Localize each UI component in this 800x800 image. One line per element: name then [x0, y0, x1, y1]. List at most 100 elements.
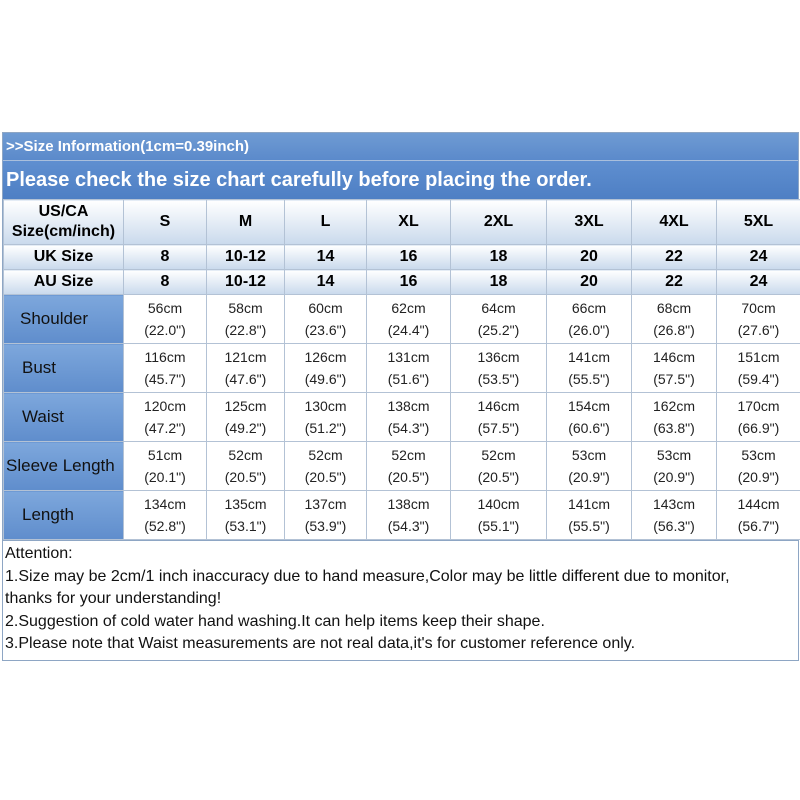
measurement-inch: (20.5"): [224, 469, 267, 485]
measurement-cell: 53cm (20.9"): [716, 441, 800, 491]
measurement-cell: 170cm (66.9"): [716, 392, 800, 442]
size-row-label-line: Size(cm/inch): [11, 223, 116, 240]
size-row-label-line: AU Size: [33, 273, 94, 290]
measurement-cm: 134cm: [143, 496, 187, 512]
measurement-inch: (55.5"): [568, 518, 610, 534]
size-cell: 16: [366, 269, 451, 295]
measurement-inch: (20.5"): [477, 469, 520, 485]
size-cell: 18: [450, 269, 547, 295]
measurement-cell: 64cm (25.2"): [450, 294, 547, 344]
measurement-cell: 151cm (59.4"): [716, 343, 800, 393]
measurement-cell: 70cm (27.6"): [716, 294, 800, 344]
measurement-cell: 146cm (57.5"): [631, 343, 717, 393]
size-cell: L: [284, 199, 367, 245]
measurement-cell: 134cm (52.8"): [123, 490, 207, 540]
measurement-cell: 140cm (55.1"): [450, 490, 547, 540]
measurement-inch: (51.6"): [387, 371, 430, 387]
note-line: thanks for your understanding!: [5, 590, 222, 607]
measurement-cm: 52cm: [228, 447, 263, 463]
measurement-inch: (20.9"): [568, 469, 610, 485]
measurement-cm: 68cm: [656, 300, 692, 316]
measurement-cell: 131cm (51.6"): [366, 343, 451, 393]
measurement-cell: 154cm (60.6"): [546, 392, 632, 442]
measurement-cm: 60cm: [308, 300, 343, 316]
size-cell: S: [123, 199, 207, 245]
measurement-cell: 68cm (26.8"): [631, 294, 717, 344]
measurement-inch: (26.0"): [568, 322, 610, 338]
measurement-row: Bust 116cm (45.7") 121cm (47.6") 126cm (49.6")…: [3, 343, 800, 393]
measurement-cm: 125cm: [224, 398, 267, 414]
measurement-cell: 125cm (49.2"): [206, 392, 285, 442]
measurement-cell: 66cm (26.0"): [546, 294, 632, 344]
measurement-label: Shoulder: [3, 294, 124, 344]
measurement-cm: 162cm: [652, 398, 696, 414]
measurement-inch: (51.2"): [304, 420, 347, 436]
size-cell: 20: [546, 269, 632, 295]
measurement-inch: (56.7"): [737, 518, 780, 534]
size-row-label-line: UK Size: [33, 248, 94, 265]
size-row-label: US/CA Size(cm/inch): [3, 199, 124, 245]
measurement-inch: (53.5"): [477, 371, 520, 387]
measurement-inch: (49.6"): [304, 371, 347, 387]
measurement-cell: 53cm (20.9"): [546, 441, 632, 491]
size-row: US/CA Size(cm/inch) S M L XL 2XL 3XL 4XL 5XL: [3, 199, 800, 245]
measurement-inch: (20.5"): [304, 469, 347, 485]
measurement-cell: 141cm (55.5"): [546, 490, 632, 540]
measurement-cm: 121cm: [224, 349, 267, 365]
size-cell: 10-12: [206, 269, 285, 295]
measurement-cm: 58cm: [228, 300, 263, 316]
measurement-label: Sleeve Length: [3, 441, 124, 491]
measurement-cm: 151cm: [737, 349, 780, 365]
size-row-label: UK Size: [3, 244, 124, 270]
measurement-cm: 52cm: [308, 447, 343, 463]
measurement-cell: 144cm (56.7"): [716, 490, 800, 540]
measurement-cell: 52cm (20.5"): [284, 441, 367, 491]
measurement-cell: 52cm (20.5"): [206, 441, 285, 491]
measurement-cell: 56cm (22.0"): [123, 294, 207, 344]
measurement-cell: 120cm (47.2"): [123, 392, 207, 442]
measurement-inch: (56.3"): [653, 518, 695, 534]
measurement-inch: (26.8"): [653, 322, 695, 338]
measurement-cm: 141cm: [567, 349, 611, 365]
measurement-cell: 51cm (20.1"): [123, 441, 207, 491]
measurement-label: Length: [3, 490, 124, 540]
note-line: 3.Please note that Waist measurements ar…: [5, 635, 636, 652]
measurement-cell: 53cm (20.9"): [631, 441, 717, 491]
size-cell: 10-12: [206, 244, 285, 270]
measurement-cell: 130cm (51.2"): [284, 392, 367, 442]
size-cell: XL: [366, 199, 451, 245]
measurement-inch: (53.1"): [224, 518, 267, 534]
size-cell: 18: [450, 244, 547, 270]
measurement-cm: 137cm: [304, 496, 347, 512]
size-cell: 14: [284, 244, 367, 270]
measurement-cell: 136cm (53.5"): [450, 343, 547, 393]
measurement-inch: (47.6"): [224, 371, 267, 387]
measurement-cm: 144cm: [737, 496, 780, 512]
measurement-cell: 138cm (54.3"): [366, 490, 451, 540]
measurement-inch: (54.3"): [387, 420, 430, 436]
measurement-cell: 121cm (47.6"): [206, 343, 285, 393]
measurement-cm: 51cm: [147, 447, 183, 463]
measurement-cm: 64cm: [481, 300, 516, 316]
measurement-inch: (53.9"): [304, 518, 347, 534]
measurement-row: Waist 120cm (47.2") 125cm (49.2") 130cm (51.2"…: [3, 392, 800, 442]
size-warning-heading: Please check the size chart carefully be…: [3, 161, 798, 199]
measurement-cm: 56cm: [147, 300, 183, 316]
measurement-cell: 146cm (57.5"): [450, 392, 547, 442]
size-chart: >>Size Information(1cm=0.39inch) Please …: [2, 132, 800, 661]
measurement-cm: 146cm: [652, 349, 696, 365]
measurement-inch: (47.2"): [144, 420, 186, 436]
size-row-label: AU Size: [3, 269, 124, 295]
measurement-cell: 116cm (45.7"): [123, 343, 207, 393]
measurement-label: Bust: [3, 343, 124, 393]
measurement-cm: 53cm: [571, 447, 607, 463]
size-cell: 8: [123, 244, 207, 270]
measurement-inch: (22.0"): [144, 322, 186, 338]
measurement-cm: 130cm: [304, 398, 347, 414]
measurement-row: Shoulder 56cm (22.0") 58cm (22.8") 60cm (23.6"…: [3, 294, 800, 344]
measurement-cm: 135cm: [224, 496, 267, 512]
note-line: Attention:: [5, 545, 73, 562]
measurement-cell: 60cm (23.6"): [284, 294, 367, 344]
measurement-cell: 58cm (22.8"): [206, 294, 285, 344]
measurement-inch: (49.2"): [224, 420, 267, 436]
